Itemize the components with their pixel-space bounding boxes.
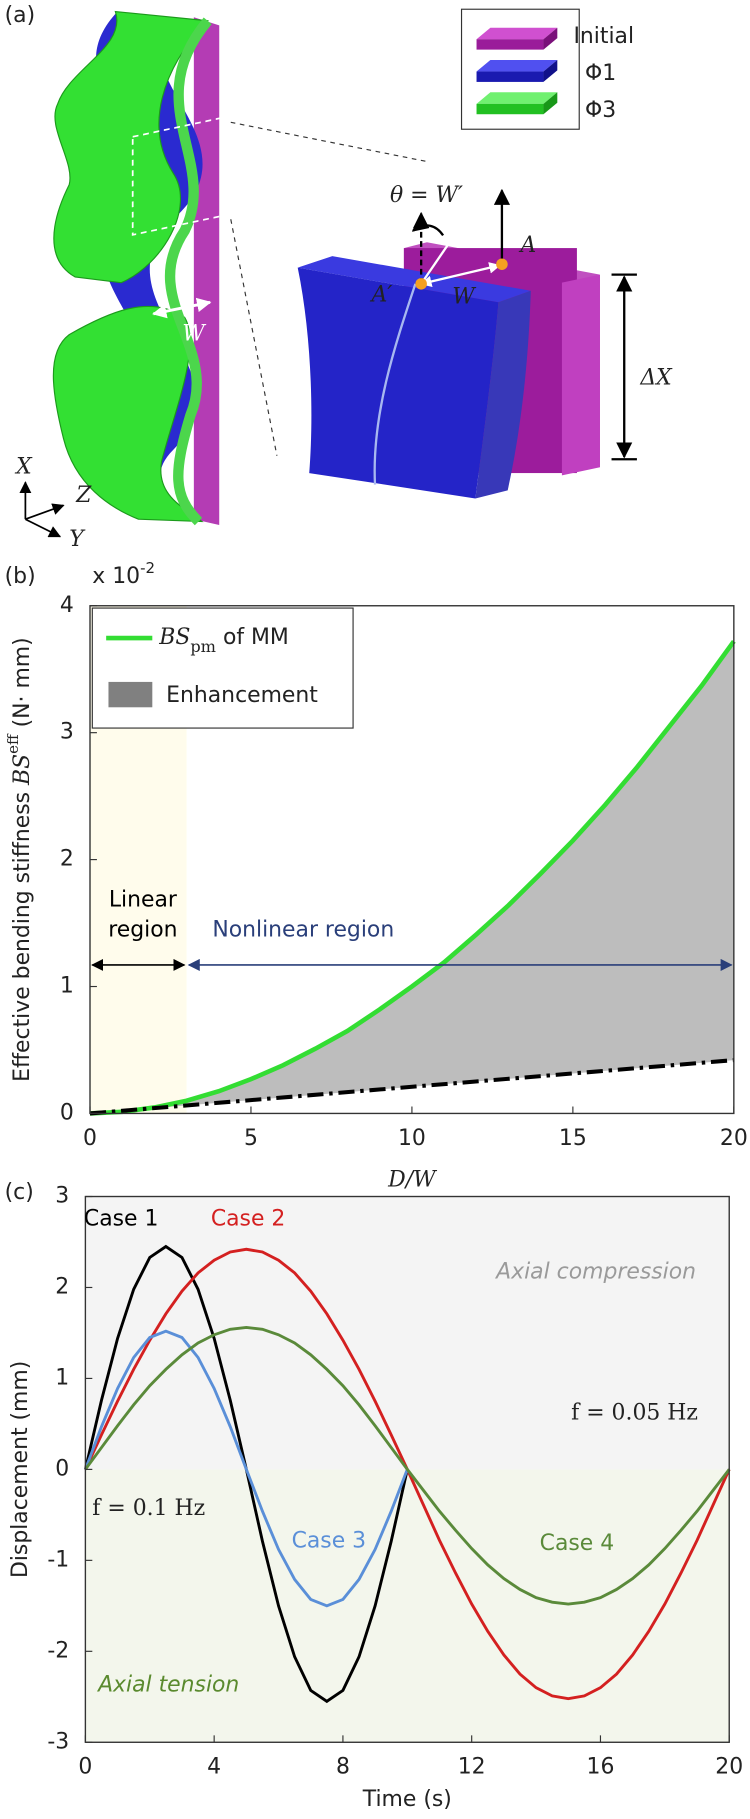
y-label-text: Effective bending stiffness [10, 785, 35, 1082]
legend-swatch [476, 39, 544, 50]
y-tick-label: 2 [60, 847, 74, 872]
axis-label: Z [75, 483, 92, 508]
phase3-upper [53, 10, 209, 284]
x-tick-label: 0 [78, 1755, 92, 1780]
x-tick-label: 20 [720, 1126, 748, 1151]
region-label: region [108, 917, 177, 942]
y-tick-label: -1 [47, 1547, 69, 1572]
y-label-symbol: BS [10, 754, 35, 786]
y-axis-label: Effective bending stiffness BSeff (N· mm… [4, 637, 35, 1082]
legend-label: Initial [573, 24, 634, 49]
width-label: W [182, 322, 206, 347]
series-line [84, 1329, 409, 1608]
y-tick-label: 1 [60, 974, 74, 999]
x-tick-label: 16 [587, 1755, 615, 1780]
angle-label: θ = W′ [390, 183, 463, 208]
x-tick-label: 5 [244, 1126, 258, 1151]
legend-subscript: pm [190, 637, 216, 656]
panel-label: (b) [5, 564, 36, 589]
width-arrow [152, 297, 212, 319]
x-tick-label: 4 [207, 1755, 221, 1780]
y-tick-label: 3 [60, 720, 74, 745]
y-tick-label: 1 [55, 1365, 69, 1390]
y-tick-label: 3 [55, 1184, 69, 1209]
y-tick-label: 2 [55, 1274, 69, 1299]
legend-label: Φ1 [585, 61, 616, 86]
legend-label: Φ3 [585, 98, 616, 123]
region-label: Nonlinear region [212, 917, 394, 942]
x-axis-label: Time (s) [362, 1787, 452, 1812]
legend-label: BSpm of MM [158, 625, 289, 656]
multiplier-exponent: -2 [140, 558, 155, 576]
tension-zone [85, 1469, 730, 1743]
multiplier-base: x 10 [92, 564, 140, 589]
y-axis-label: Displacement (mm) [8, 1361, 33, 1578]
enhancement-area [90, 641, 734, 1114]
series-line [84, 1326, 731, 1606]
panel-label: (c) [5, 1180, 34, 1205]
zoom-box [131, 114, 232, 236]
point-label: A′ [370, 282, 393, 307]
axis-multiplier: x 10-2 [92, 558, 155, 589]
zoom-line [230, 219, 278, 456]
x-tick-label: 20 [715, 1755, 743, 1780]
axis-label: Y [69, 527, 86, 552]
x-axis-label: D/W [387, 1167, 437, 1192]
series-label: Case 1 [84, 1207, 159, 1232]
phase3-edge [164, 17, 212, 526]
x-tick-label: 12 [458, 1755, 486, 1780]
y-tick-label: 0 [60, 1100, 74, 1125]
annotation: f = 0.1 Hz [92, 1496, 205, 1521]
legend-suffix: of MM [216, 625, 289, 650]
y-label-superscript: eff [4, 733, 22, 754]
series-line [89, 1058, 735, 1116]
legend-swatch [108, 681, 153, 708]
panel-label: (a) [5, 3, 36, 28]
point-a [496, 258, 508, 270]
x-tick-label: 10 [398, 1126, 426, 1151]
series-label: Case 4 [540, 1531, 615, 1556]
axis-label: X [14, 454, 33, 479]
initial-strip [193, 17, 220, 525]
compression-zone [85, 1196, 730, 1470]
annotation: Axial tension [96, 1673, 239, 1698]
point-label: A [518, 233, 536, 258]
point-a-prime [415, 278, 427, 290]
region-label: Linear [109, 887, 177, 912]
y-tick-label: 0 [55, 1456, 69, 1481]
y-tick-label: -2 [47, 1638, 69, 1663]
y-tick-label: -3 [47, 1729, 69, 1754]
legend-swatch [476, 71, 544, 82]
phase1-block [297, 267, 499, 499]
series-label: Case 2 [211, 1207, 286, 1232]
x-tick-label: 15 [559, 1126, 587, 1151]
series-label: Case 3 [292, 1529, 367, 1554]
legend-swatch [476, 103, 544, 115]
width-label: W [452, 285, 476, 310]
series-line [89, 639, 736, 1116]
legend-label: Enhancement [166, 683, 318, 708]
annotation: f = 0.05 Hz [571, 1400, 698, 1425]
zoom-line [230, 121, 428, 163]
height-label: ΔX [639, 365, 673, 390]
x-tick-label: 8 [336, 1755, 350, 1780]
y-tick-label: 4 [60, 593, 74, 618]
panel-a: (a) W Initial Φ1 Φ3 θ = W′ [5, 3, 674, 552]
legend-box [91, 607, 354, 729]
y-label-unit: (N· mm) [10, 637, 35, 734]
legend-symbol: BS [158, 625, 190, 650]
annotation: Axial compression [494, 1260, 696, 1285]
x-tick-label: 0 [83, 1126, 97, 1151]
